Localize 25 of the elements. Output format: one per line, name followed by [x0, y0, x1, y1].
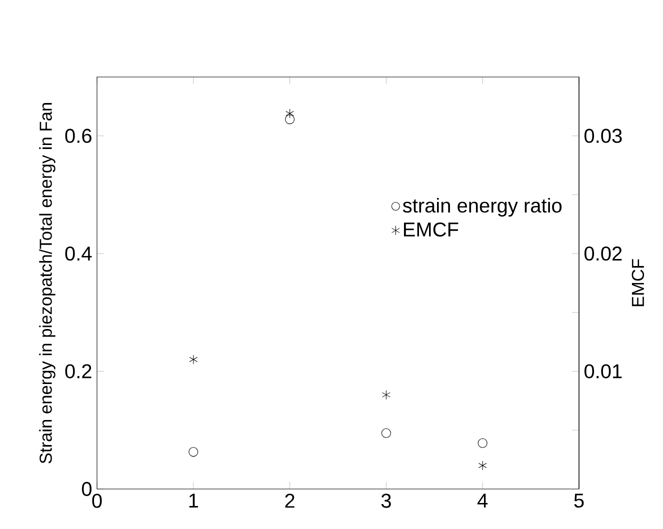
point [189, 354, 198, 364]
y-tick-label: 0 [82, 482, 92, 496]
point [188, 447, 198, 457]
x-tick-label: 5 [574, 494, 584, 508]
point [478, 460, 487, 470]
y-tick-label: 0.2 [65, 364, 92, 378]
x-tick-label: 3 [381, 494, 391, 508]
point [285, 114, 295, 124]
y2-tick-label: 0.01 [584, 364, 622, 378]
y2-tick-label: 0.02 [584, 246, 622, 261]
legend-label: EMCF [404, 222, 458, 237]
x-tick-label: 0 [92, 494, 102, 508]
x-tick-label: 1 [189, 494, 198, 508]
x-tick-label: 4 [478, 494, 488, 508]
y2-axis-title: EMCF [632, 259, 644, 306]
y-axis-title: Strain energy in piezopatch/Total energy in Fan [39, 103, 56, 464]
y-tick-label: 0.6 [65, 128, 92, 143]
point [382, 390, 390, 400]
legend-label: strain energy ratio [402, 198, 562, 217]
point [478, 438, 488, 448]
y2-tick-label: 0.03 [584, 128, 622, 143]
x-tick-label: 2 [285, 494, 294, 508]
point [381, 428, 391, 438]
point [286, 108, 294, 118]
y-tick-label: 0.4 [65, 246, 92, 261]
